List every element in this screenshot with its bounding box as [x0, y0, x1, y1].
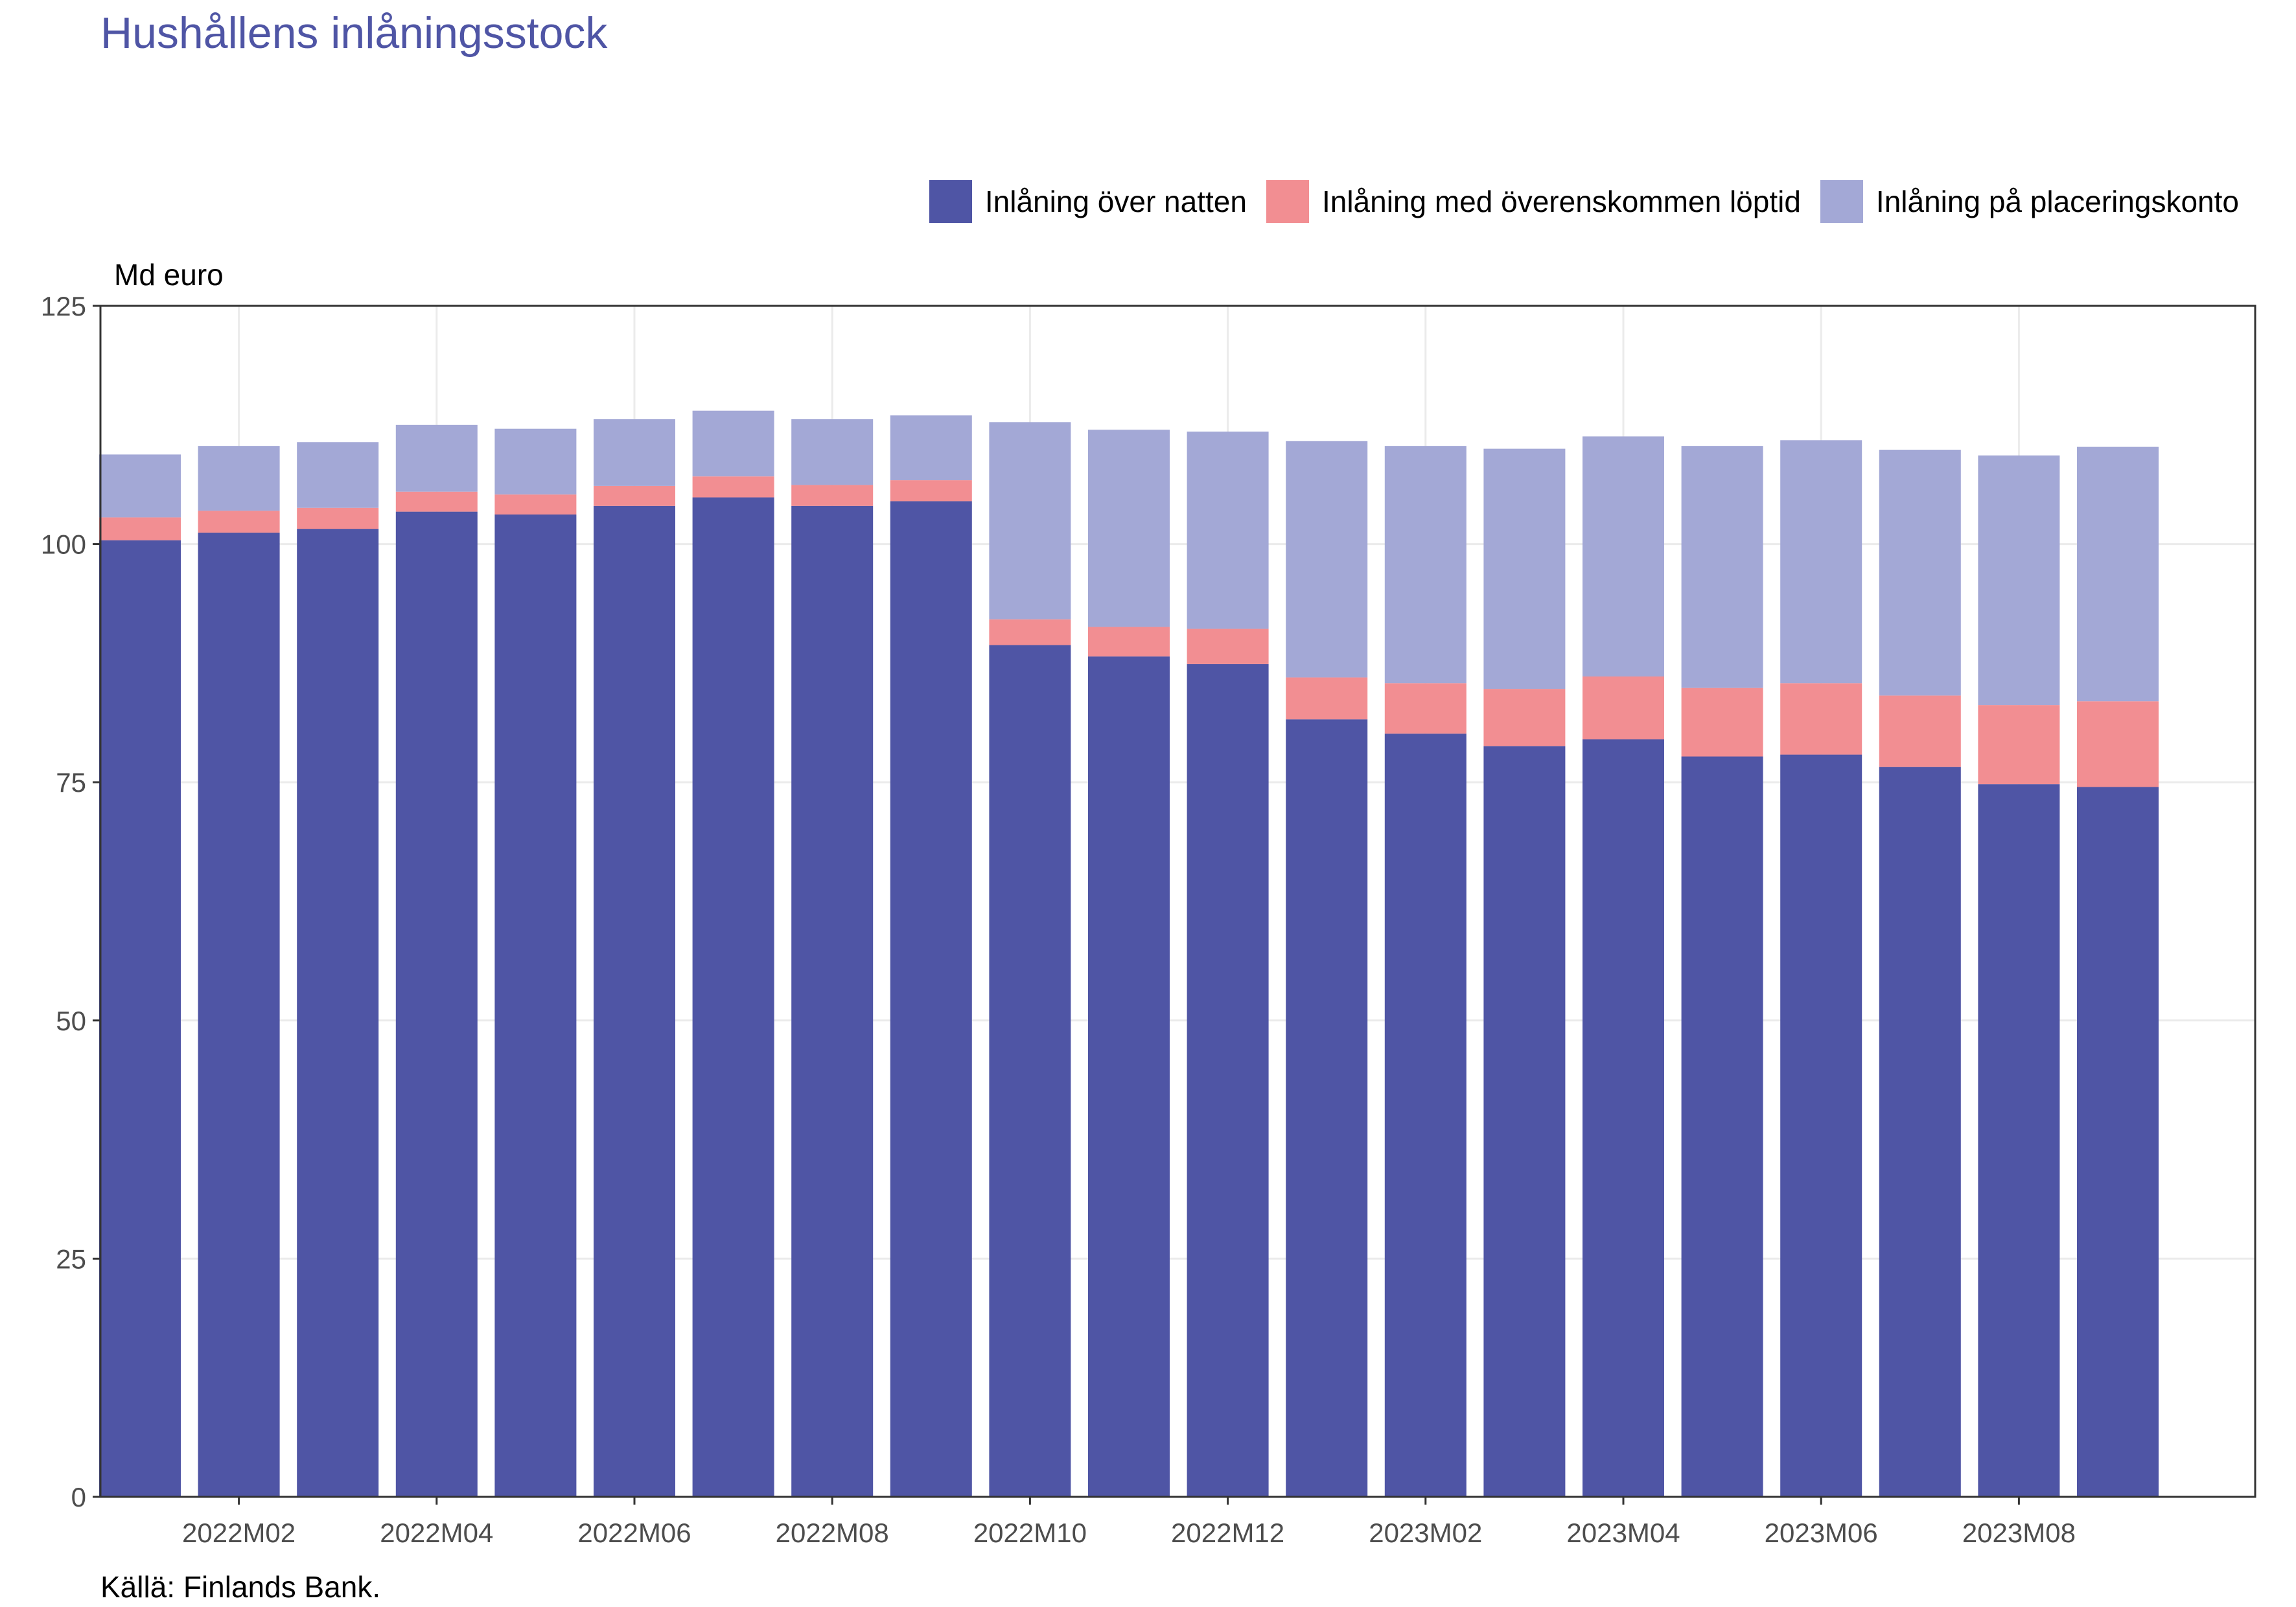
- bar-overnight: [1187, 664, 1269, 1497]
- bar-overnight: [1286, 719, 1368, 1497]
- bar-placement-account: [1879, 450, 1961, 696]
- bar-overnight: [1483, 746, 1566, 1497]
- bar-overnight: [395, 511, 478, 1497]
- bar-overnight: [1879, 767, 1961, 1497]
- bar-agreed-maturity: [297, 507, 379, 529]
- legend-item-overnight: Inlåning över natten: [929, 180, 1247, 223]
- bar-placement-account: [791, 419, 874, 485]
- y-tick-label: 125: [41, 291, 86, 321]
- chart-title: Hushållens inlåningsstock: [100, 8, 608, 58]
- bar-placement-account: [99, 454, 181, 518]
- bar-overnight: [198, 532, 280, 1497]
- bar-agreed-maturity: [1681, 688, 1763, 757]
- x-tick-label: 2023M06: [1765, 1518, 1878, 1548]
- bar-agreed-maturity: [1384, 683, 1467, 734]
- bar-agreed-maturity: [1187, 629, 1269, 664]
- x-tick-label: 2022M06: [577, 1518, 691, 1548]
- legend-label-agreed-maturity: Inlåning med överenskommen löptid: [1321, 185, 1801, 218]
- x-tick-label: 2023M04: [1566, 1518, 1680, 1548]
- x-tick-label: 2022M10: [973, 1518, 1087, 1548]
- bar-agreed-maturity: [395, 491, 478, 512]
- bar-overnight: [2077, 787, 2159, 1497]
- bar-placement-account: [989, 422, 1071, 619]
- x-tick-label: 2023M02: [1369, 1518, 1482, 1548]
- plot-border: [99, 305, 2256, 1498]
- bar-placement-account: [1384, 446, 1467, 684]
- bar-agreed-maturity: [1780, 683, 1862, 755]
- x-tick-label: 2022M02: [182, 1518, 296, 1548]
- bar-overnight: [99, 540, 181, 1497]
- bar-overnight: [791, 505, 874, 1497]
- bar-overnight: [1978, 784, 2060, 1497]
- bar-placement-account: [494, 428, 577, 495]
- bar-placement-account: [395, 424, 478, 492]
- bar-agreed-maturity: [1978, 705, 2060, 785]
- bar-overnight: [890, 501, 972, 1497]
- y-tick-label: 0: [71, 1482, 86, 1512]
- bar-agreed-maturity: [1583, 676, 1664, 740]
- x-tick-label: 2022M08: [776, 1518, 889, 1548]
- bar-overnight: [494, 514, 577, 1497]
- legend-label-overnight: Inlåning över natten: [984, 185, 1247, 218]
- bar-placement-account: [1583, 436, 1664, 676]
- x-tick-label: 2023M08: [1962, 1518, 2076, 1548]
- bar-agreed-maturity: [791, 485, 874, 506]
- bar-placement-account: [1088, 430, 1170, 627]
- bar-placement-account: [1780, 440, 1862, 684]
- bar-agreed-maturity: [890, 480, 972, 502]
- bar-overnight: [1780, 754, 1862, 1497]
- bar-overnight: [1384, 734, 1467, 1497]
- bar-overnight: [594, 505, 675, 1497]
- bars: [99, 410, 2159, 1497]
- bar-placement-account: [692, 410, 774, 477]
- bar-overnight: [1088, 656, 1170, 1497]
- bar-agreed-maturity: [1286, 677, 1368, 720]
- y-axis-label: Md euro: [114, 258, 224, 292]
- bar-overnight: [297, 529, 379, 1497]
- y-tick-label: 100: [41, 529, 86, 560]
- bar-agreed-maturity: [594, 485, 675, 506]
- legend-item-agreed-maturity: Inlåning med överenskommen löptid: [1266, 180, 1801, 223]
- bar-placement-account: [2077, 446, 2159, 702]
- bar-placement-account: [198, 446, 280, 511]
- x-tick-label: 2022M12: [1171, 1518, 1284, 1548]
- bar-overnight: [989, 645, 1071, 1497]
- legend-swatch-agreed-maturity: [1266, 180, 1309, 223]
- bar-agreed-maturity: [1483, 689, 1566, 746]
- y-tick-label: 75: [56, 767, 86, 798]
- bar-placement-account: [1187, 432, 1269, 629]
- legend-swatch-overnight: [929, 180, 972, 223]
- bar-agreed-maturity: [1879, 695, 1961, 767]
- y-tick-label: 50: [56, 1006, 86, 1036]
- bar-agreed-maturity: [198, 511, 280, 533]
- bar-placement-account: [890, 415, 972, 481]
- legend-item-placement-account: Inlåning på placeringskonto: [1820, 180, 2239, 223]
- bar-placement-account: [297, 442, 379, 508]
- bar-agreed-maturity: [692, 476, 774, 498]
- x-tick-label: 2022M04: [380, 1518, 493, 1548]
- bar-overnight: [1681, 756, 1763, 1497]
- legend-label-placement-account: Inlåning på placeringskonto: [1875, 185, 2239, 218]
- legend: Inlåning över natten Inlåning med överen…: [929, 180, 2239, 223]
- bar-agreed-maturity: [989, 619, 1071, 645]
- bar-placement-account: [594, 419, 675, 486]
- bar-placement-account: [1978, 455, 2060, 706]
- bar-placement-account: [1681, 446, 1763, 688]
- bar-agreed-maturity: [2077, 701, 2159, 787]
- bar-overnight: [1583, 739, 1664, 1497]
- bar-placement-account: [1483, 448, 1566, 689]
- y-tick-label: 25: [56, 1243, 86, 1274]
- bar-overnight: [692, 497, 774, 1497]
- bar-placement-account: [1286, 441, 1368, 678]
- bar-agreed-maturity: [1088, 627, 1170, 657]
- bar-agreed-maturity: [99, 517, 181, 540]
- bar-agreed-maturity: [494, 494, 577, 515]
- axes: 0 25 50 75 100 125 2022M02 2022M04 2022M06 2022M0…: [41, 291, 2256, 1548]
- legend-swatch-placement-account: [1820, 180, 1863, 223]
- source-note: Källä: Finlands Bank.: [100, 1570, 381, 1604]
